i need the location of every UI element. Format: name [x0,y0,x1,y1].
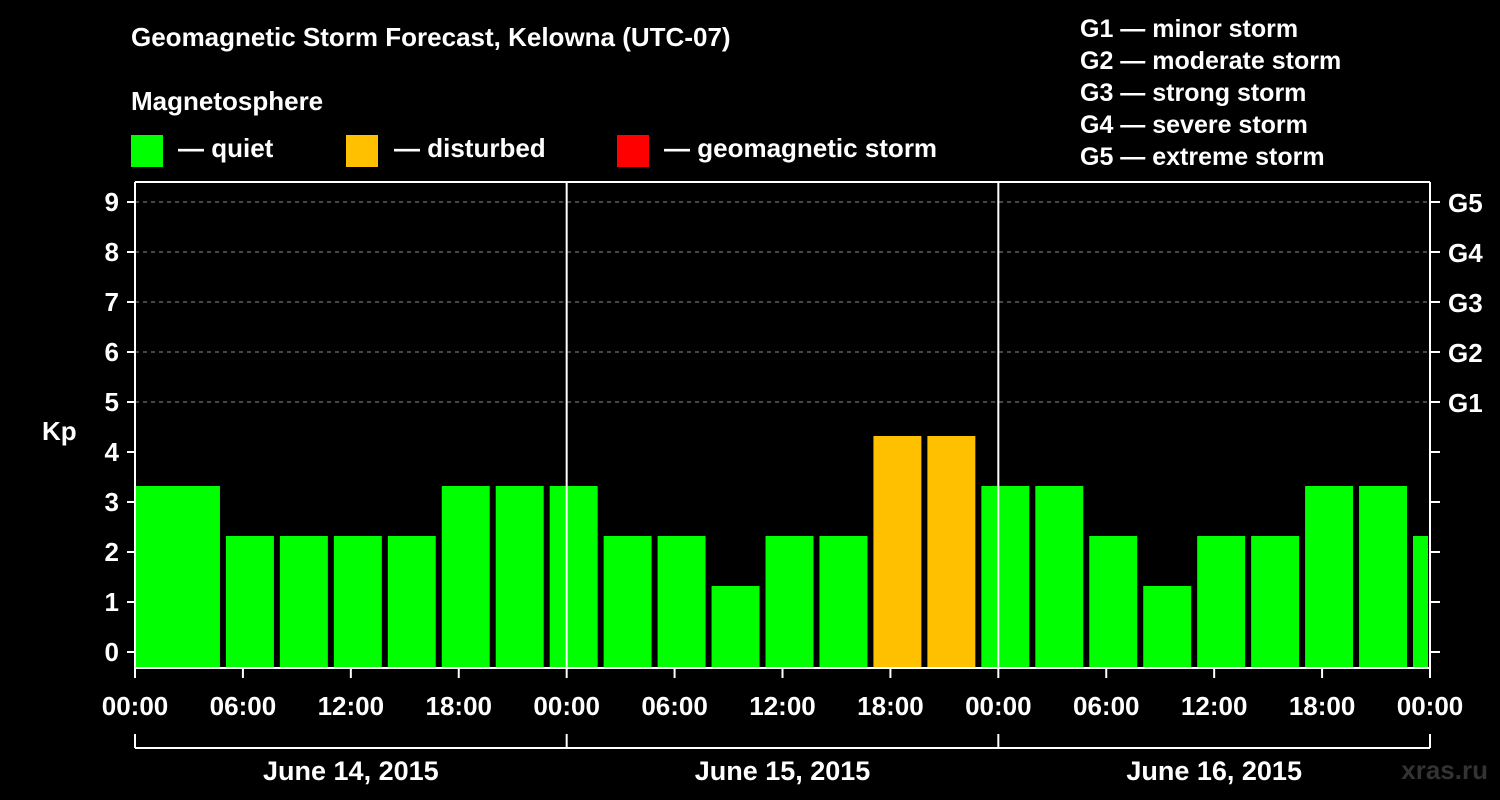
bar-24 [1413,536,1428,668]
g-level-label-g4: G4 [1448,238,1483,268]
x-tick-label-0: 00:00 [102,691,169,721]
legend-swatch-disturbed [346,135,378,167]
bar-3 [279,536,328,668]
bar-21 [1251,536,1300,668]
g-scale-item-g2: G2 — moderate storm [1080,47,1342,75]
x-tick-label-9: 06:00 [1073,691,1140,721]
legend-label-quiet: — quiet [178,133,274,163]
chart-title: Geomagnetic Storm Forecast, Kelowna (UTC… [131,22,731,52]
x-tick-label-8: 00:00 [965,691,1032,721]
bar-17 [1035,486,1084,668]
x-tick-label-2: 12:00 [318,691,385,721]
legend-label-storm: — geomagnetic storm [664,133,938,163]
bar-7 [495,486,544,668]
g-scale-item-g4: G4 — severe storm [1080,111,1308,139]
watermark: xras.ru [1401,755,1488,785]
y-tick-label-1: 1 [105,587,119,617]
x-tick-label-4: 00:00 [533,691,600,721]
bar-10 [657,536,706,668]
bar-16 [981,486,1030,668]
day-label-2: June 16, 2015 [1126,756,1302,786]
x-tick-label-11: 18:00 [1289,691,1356,721]
legend-swatch-quiet [131,135,163,167]
y-tick-label-5: 5 [105,387,119,417]
bar-23 [1359,486,1408,668]
x-tick-label-6: 12:00 [749,691,816,721]
g-level-label-g3: G3 [1448,288,1483,318]
g-scale-item-g1: G1 — minor storm [1080,15,1299,43]
bar-14 [873,436,922,668]
legend-swatch-storm [617,135,649,167]
day-label-0: June 14, 2015 [263,756,439,786]
x-tick-label-12: 00:00 [1397,691,1464,721]
g-scale-item-g5: G5 — extreme storm [1080,143,1325,171]
bar-12 [765,536,814,668]
g-level-label-g5: G5 [1448,188,1483,218]
bar-11 [711,586,760,668]
bar-9 [603,536,652,668]
y-axis-label: Kp [42,416,77,446]
x-tick-label-1: 06:00 [210,691,277,721]
g-scale-item-g3: G3 — strong storm [1080,79,1307,107]
y-tick-label-2: 2 [105,537,119,567]
bar-22 [1305,486,1354,668]
y-tick-label-4: 4 [105,437,120,467]
bar-15 [927,436,976,668]
bar-19 [1143,586,1192,668]
bar-13 [819,536,868,668]
y-tick-label-8: 8 [105,237,119,267]
x-tick-label-3: 18:00 [426,691,493,721]
legend-title: Magnetosphere [131,86,324,116]
bar-5 [387,536,436,668]
bar-4 [333,536,382,668]
y-tick-label-0: 0 [105,637,119,667]
x-tick-label-5: 06:00 [641,691,708,721]
y-tick-label-7: 7 [105,287,119,317]
x-tick-label-10: 12:00 [1181,691,1248,721]
legend-label-disturbed: — disturbed [394,133,546,163]
day-label-1: June 15, 2015 [695,756,871,786]
x-tick-label-7: 18:00 [857,691,924,721]
y-tick-label-9: 9 [105,187,119,217]
bar-8 [549,486,598,668]
bar-18 [1089,536,1138,668]
bar-2 [225,536,274,668]
y-tick-label-6: 6 [105,337,119,367]
g-level-label-g2: G2 [1448,338,1483,368]
bar-6 [441,486,490,668]
bar-1 [171,486,220,668]
bar-20 [1197,536,1246,668]
y-tick-label-3: 3 [105,487,119,517]
g-level-label-g1: G1 [1448,388,1483,418]
